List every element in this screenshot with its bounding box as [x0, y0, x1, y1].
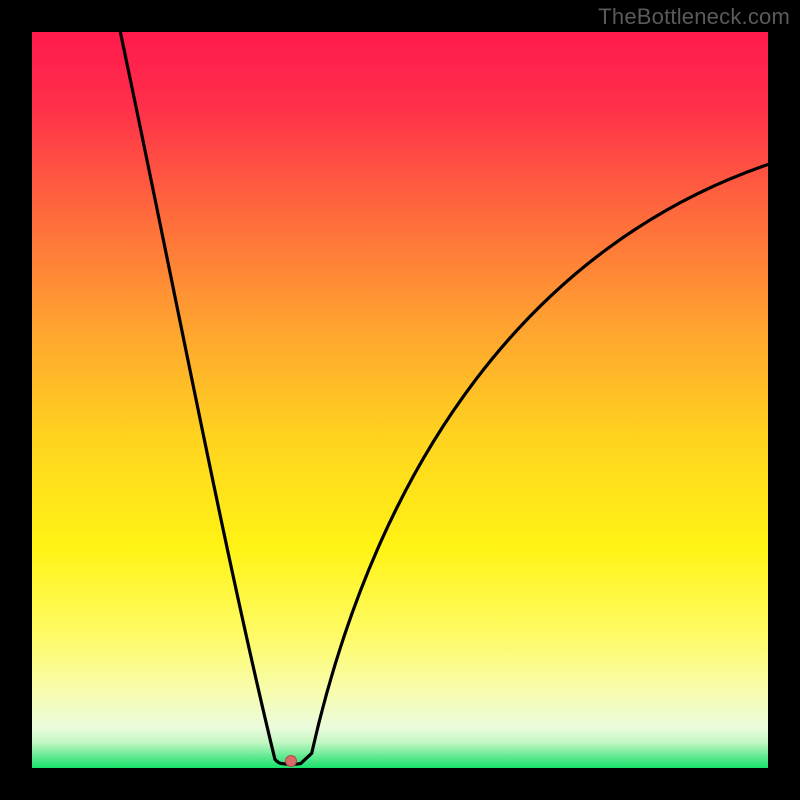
curve-path — [120, 32, 768, 764]
plot-area — [32, 32, 768, 768]
chart-root: TheBottleneck.com — [0, 0, 800, 800]
optimal-point-marker — [285, 755, 297, 767]
watermark-text: TheBottleneck.com — [598, 4, 790, 30]
bottleneck-curve — [32, 32, 768, 768]
